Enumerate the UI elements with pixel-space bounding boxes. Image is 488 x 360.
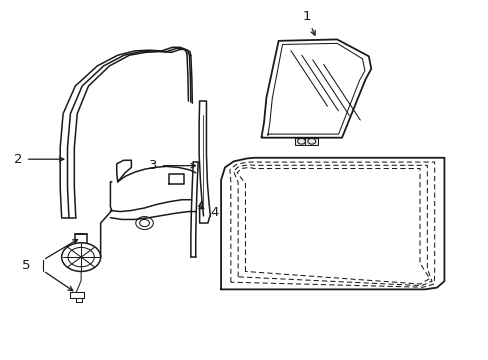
- Text: 1: 1: [302, 10, 315, 35]
- Bar: [305, 138, 318, 145]
- Text: 5: 5: [22, 259, 31, 272]
- Bar: [295, 138, 307, 145]
- Text: 4: 4: [198, 205, 218, 220]
- Text: 3: 3: [149, 159, 195, 172]
- Text: 2: 2: [14, 153, 63, 166]
